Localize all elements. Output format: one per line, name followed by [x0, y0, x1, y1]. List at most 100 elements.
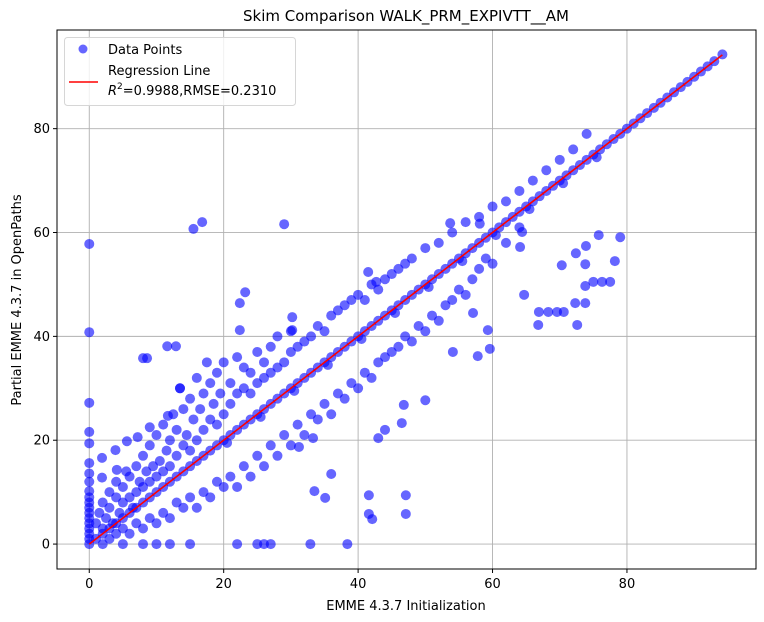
data-point — [356, 333, 367, 344]
data-point — [84, 397, 95, 408]
data-point — [326, 468, 337, 479]
data-point — [97, 523, 108, 534]
data-point — [487, 258, 498, 269]
data-point — [205, 492, 216, 503]
data-point — [232, 539, 243, 550]
data-point — [104, 533, 115, 544]
data-point — [148, 461, 159, 472]
data-point — [306, 409, 317, 420]
data-point — [158, 466, 169, 477]
data-point — [593, 230, 604, 241]
data-point — [490, 230, 501, 241]
data-point — [127, 502, 138, 513]
data-point — [515, 242, 526, 253]
data-point — [265, 440, 276, 451]
data-point — [400, 331, 411, 342]
data-point — [158, 507, 169, 518]
data-point — [107, 518, 118, 529]
data-point — [353, 289, 364, 300]
data-point — [111, 528, 122, 539]
y-axis-title: Partial EMME 4.3.7 in OpenPaths — [10, 194, 25, 405]
data-point — [218, 409, 229, 420]
legend-label-regression: Regression Line — [108, 64, 210, 79]
data-point — [144, 422, 155, 433]
data-point — [201, 357, 212, 368]
data-point — [211, 476, 222, 487]
data-point — [117, 481, 128, 492]
data-point — [124, 528, 135, 539]
data-point — [162, 341, 173, 352]
data-point — [97, 497, 108, 508]
data-point — [373, 433, 384, 444]
legend-point-marker — [78, 44, 88, 54]
data-point — [359, 295, 370, 306]
data-point — [386, 346, 397, 357]
data-point — [191, 502, 202, 513]
legend: Data Points Regression Line R2=0.9988,RM… — [64, 37, 296, 106]
data-point — [178, 502, 189, 513]
data-point — [406, 253, 417, 264]
data-point — [259, 461, 270, 472]
data-point — [292, 341, 303, 352]
data-point — [308, 433, 319, 444]
data-point — [211, 419, 222, 430]
data-point — [211, 367, 222, 378]
data-point — [124, 492, 135, 503]
data-point — [111, 476, 122, 487]
data-point — [346, 378, 357, 389]
data-point — [174, 383, 185, 394]
data-point — [138, 481, 149, 492]
data-point — [191, 435, 202, 446]
data-point — [138, 523, 149, 534]
data-point — [371, 276, 382, 287]
data-point — [171, 424, 182, 435]
data-point — [215, 388, 226, 399]
data-point — [533, 319, 544, 330]
data-point — [353, 383, 364, 394]
data-point — [474, 218, 485, 229]
data-point — [252, 450, 263, 461]
data-point — [238, 362, 249, 373]
data-point — [359, 367, 370, 378]
data-point — [287, 312, 298, 323]
data-point — [151, 518, 162, 529]
data-point — [114, 507, 125, 518]
data-point — [591, 152, 602, 163]
legend-label-stats: R2=0.9988,RMSE=0.2310 — [108, 82, 276, 99]
data-point — [265, 539, 276, 550]
data-point — [293, 441, 304, 452]
data-point — [205, 378, 216, 389]
data-point — [164, 461, 175, 472]
data-point — [234, 298, 245, 309]
data-point — [581, 128, 592, 139]
data-point — [484, 343, 495, 354]
data-point — [185, 492, 196, 503]
chart-title: Skim Comparison WALK_PRM_EXPIVTT__AM — [243, 7, 569, 26]
data-point — [398, 399, 409, 410]
data-point — [460, 217, 471, 228]
data-point — [178, 440, 189, 451]
data-point — [500, 237, 511, 248]
data-point — [265, 367, 276, 378]
data-point — [245, 471, 256, 482]
data-point — [400, 508, 411, 519]
data-point — [84, 468, 95, 479]
data-point — [597, 276, 608, 287]
data-point — [367, 514, 378, 525]
data-point — [117, 539, 128, 550]
data-point — [245, 367, 256, 378]
data-point — [580, 298, 591, 309]
data-point — [205, 414, 216, 425]
data-point — [320, 492, 331, 503]
data-point — [279, 219, 290, 230]
r-symbol: R — [108, 84, 117, 99]
data-point — [191, 372, 202, 383]
r-superscript: 2 — [117, 82, 123, 92]
data-point — [94, 507, 105, 518]
data-point — [406, 336, 417, 347]
data-point — [142, 353, 153, 364]
x-axis-title: EMME 4.3.7 Initialization — [326, 599, 485, 614]
data-point — [543, 306, 554, 317]
data-point — [131, 518, 142, 529]
data-point — [279, 430, 290, 441]
